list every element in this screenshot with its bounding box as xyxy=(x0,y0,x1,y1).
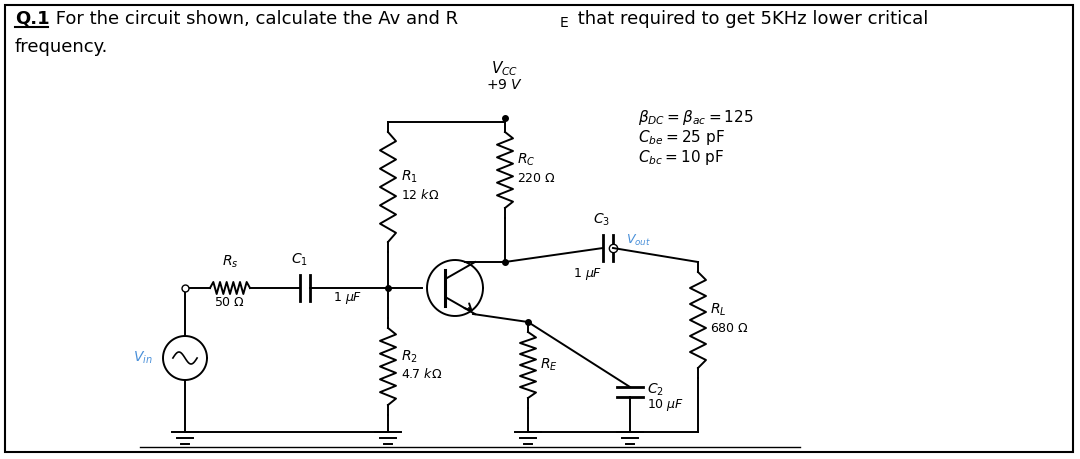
Text: $1\ \mu F$: $1\ \mu F$ xyxy=(333,290,362,306)
Text: $1\ \mu F$: $1\ \mu F$ xyxy=(573,266,603,282)
Text: $10\ \mu F$: $10\ \mu F$ xyxy=(647,397,685,413)
Text: $R_C$: $R_C$ xyxy=(517,152,536,168)
Text: $C_2$: $C_2$ xyxy=(647,382,664,398)
Text: $R_L$: $R_L$ xyxy=(710,302,727,318)
Text: $V_{CC}$: $V_{CC}$ xyxy=(491,59,518,78)
Text: $C_{bc} = 10\ \mathrm{pF}$: $C_{bc} = 10\ \mathrm{pF}$ xyxy=(638,148,725,167)
Text: $220\ \Omega$: $220\ \Omega$ xyxy=(517,172,556,185)
Text: $+9\ V$: $+9\ V$ xyxy=(486,78,524,92)
Text: $R_s$: $R_s$ xyxy=(221,254,239,270)
Text: $4.7\ k\Omega$: $4.7\ k\Omega$ xyxy=(401,368,443,381)
Text: $\beta_{DC} = \beta_{ac} = 125$: $\beta_{DC} = \beta_{ac} = 125$ xyxy=(638,108,754,127)
Text: $V_{in}$: $V_{in}$ xyxy=(133,350,153,366)
Text: $V_{out}$: $V_{out}$ xyxy=(626,232,651,247)
Text: $12\ k\Omega$: $12\ k\Omega$ xyxy=(401,188,440,202)
Text: E: E xyxy=(561,16,569,30)
Text: $680\ \Omega$: $680\ \Omega$ xyxy=(710,321,750,335)
Text: $50\ \Omega$: $50\ \Omega$ xyxy=(215,296,245,309)
Text: $C_{be} = 25\ \mathrm{pF}$: $C_{be} = 25\ \mathrm{pF}$ xyxy=(638,128,725,147)
Text: $R_E$: $R_E$ xyxy=(540,357,557,373)
Text: frequency.: frequency. xyxy=(15,38,108,56)
Text: that required to get 5KHz lower critical: that required to get 5KHz lower critical xyxy=(572,10,929,28)
Text: $C_1$: $C_1$ xyxy=(291,252,308,268)
Text: For the circuit shown, calculate the Av and R: For the circuit shown, calculate the Av … xyxy=(50,10,458,28)
Text: Q.1: Q.1 xyxy=(15,10,50,28)
Text: $R_1$: $R_1$ xyxy=(401,169,418,185)
Text: $C_3$: $C_3$ xyxy=(594,212,610,228)
Text: $R_2$: $R_2$ xyxy=(401,348,418,365)
